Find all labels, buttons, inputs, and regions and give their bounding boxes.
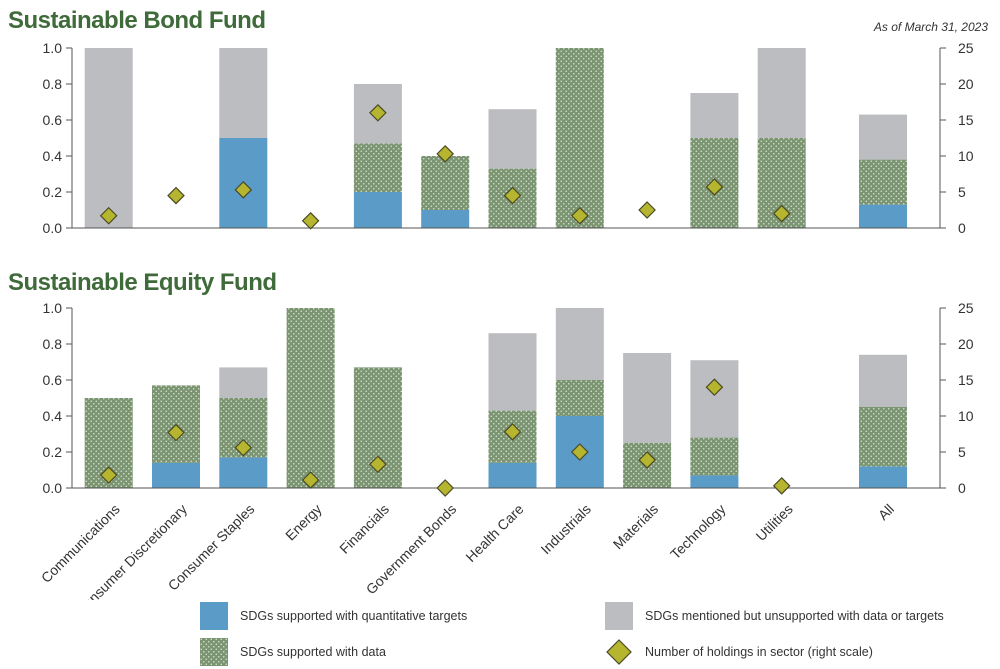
bar-quantitative-health-care <box>488 462 537 488</box>
legend-item-quantitative: SDGs supported with quantitative targets <box>200 602 467 630</box>
y-tick-label-left: 0.0 <box>43 220 63 236</box>
bar-mentioned-technology <box>690 360 739 438</box>
holdings-marker-consumer-staples <box>234 438 253 457</box>
x-tick-label-materials: Materials <box>610 501 661 552</box>
bar-quantitative-all <box>859 466 907 488</box>
bar-mentioned-utilities <box>757 48 806 138</box>
holdings-marker-technology <box>705 178 724 196</box>
y-tick-label-right: 5 <box>958 184 966 200</box>
legend-item-holdings: Number of holdings in sector (right scal… <box>605 638 873 666</box>
bar-quantitative-technology <box>690 475 739 488</box>
y-tick-label-left: 0.4 <box>43 408 63 424</box>
holdings-marker-industrials <box>570 443 589 461</box>
y-tick-label-left: 0.8 <box>43 336 63 352</box>
y-tick-label-left: 0.6 <box>43 372 63 388</box>
holdings-marker-energy <box>301 211 320 230</box>
holdings-marker-consumer-discretionary <box>167 423 185 442</box>
bar-with-data-financials <box>353 143 402 192</box>
holdings-marker-consumer-discretionary <box>167 186 185 205</box>
y-tick-label-right: 15 <box>958 372 974 388</box>
holdings-marker-communications <box>99 206 118 225</box>
legend-label-with-data: SDGs supported with data <box>240 645 386 659</box>
bar-quantitative-government-bonds <box>421 210 470 228</box>
bar-mentioned-industrials <box>555 308 604 380</box>
y-tick-label-left: 0.2 <box>43 444 63 460</box>
y-tick-label-right: 25 <box>958 40 974 56</box>
bar-mentioned-technology <box>690 93 739 138</box>
y-tick-label-right: 20 <box>958 76 974 92</box>
y-tick-label-left: 1.0 <box>43 300 63 316</box>
y-tick-label-left: 0.4 <box>43 148 63 164</box>
panel-title-equity: Sustainable Equity Fund <box>8 269 277 296</box>
bar-mentioned-all <box>859 354 907 407</box>
y-tick-label-left: 0.0 <box>43 480 63 496</box>
panel-title-bond: Sustainable Bond Fund <box>8 7 266 34</box>
y-tick-label-right: 15 <box>958 112 974 128</box>
y-tick-label-right: 10 <box>958 148 974 164</box>
holdings-marker-government-bonds <box>436 479 455 497</box>
bar-mentioned-consumer-staples <box>219 367 268 398</box>
chart-canvas: As of March 31, 2023 Sustainable Bond Fu… <box>8 7 988 600</box>
holdings-marker-materials <box>638 451 656 469</box>
bar-with-data-industrials <box>555 380 604 416</box>
bar-with-data-technology <box>690 437 739 476</box>
bar-quantitative-consumer-staples <box>219 457 268 488</box>
legend-item-mentioned: SDGs mentioned but unsupported with data… <box>605 602 944 630</box>
holdings-marker-consumer-staples <box>234 180 253 199</box>
legend-swatch-with-data <box>200 638 228 666</box>
bar-quantitative-financials <box>353 192 402 228</box>
bar-with-data-all <box>859 407 907 467</box>
y-tick-label-right: 5 <box>958 444 966 460</box>
holdings-marker-industrials <box>570 206 589 225</box>
legend-item-with-data: SDGs supported with data <box>200 638 386 666</box>
holdings-marker-utilities <box>772 204 791 223</box>
y-tick-label-left: 0.6 <box>43 112 63 128</box>
x-tick-label-industrials: Industrials <box>537 501 593 557</box>
bar-quantitative-consumer-discretionary <box>152 462 200 488</box>
y-tick-label-right: 20 <box>958 336 974 352</box>
x-tick-label-energy: Energy <box>282 501 325 544</box>
x-tick-label-utilities: Utilities <box>753 501 796 544</box>
bar-quantitative-all <box>859 204 907 228</box>
holdings-marker-technology <box>705 378 724 397</box>
bar-with-data-government-bonds <box>421 156 470 210</box>
bar-mentioned-materials <box>623 353 672 443</box>
x-tick-label-financials: Financials <box>336 501 392 557</box>
legend-swatch-quantitative <box>200 602 228 630</box>
holdings-marker-communications <box>99 466 118 484</box>
y-tick-label-left: 1.0 <box>43 40 63 56</box>
legend-label-mentioned: SDGs mentioned but unsupported with data… <box>645 609 944 623</box>
diamond-icon <box>606 639 632 665</box>
x-tick-label-technology: Technology <box>667 501 728 562</box>
y-tick-label-right: 0 <box>958 480 966 496</box>
bar-mentioned-consumer-staples <box>219 48 268 138</box>
legend-label-quantitative: SDGs supported with quantitative targets <box>240 609 468 623</box>
y-tick-label-left: 0.8 <box>43 76 63 92</box>
as-of-date: As of March 31, 2023 <box>873 20 988 34</box>
bar-with-data-industrials <box>555 48 604 228</box>
holdings-marker-materials <box>638 201 656 219</box>
bar-with-data-energy <box>286 308 335 488</box>
x-tick-label-health-care: Health Care <box>462 501 526 565</box>
bar-mentioned-all <box>859 114 907 160</box>
holdings-marker-government-bonds <box>436 144 455 163</box>
legend-label-holdings: Number of holdings in sector (right scal… <box>645 645 873 659</box>
holdings-marker-health-care <box>503 422 522 441</box>
bar-with-data-all <box>859 159 907 205</box>
legend-swatch-mentioned <box>605 602 633 630</box>
holdings-marker-energy <box>301 471 320 489</box>
x-tick-label-all: All <box>875 501 897 523</box>
bar-mentioned-health-care <box>488 109 537 169</box>
holdings-marker-financials <box>369 103 387 122</box>
holdings-marker-health-care <box>503 186 522 205</box>
y-tick-label-left: 0.2 <box>43 184 63 200</box>
bar-mentioned-communications <box>84 48 133 228</box>
holdings-marker-utilities <box>772 476 791 495</box>
y-tick-label-right: 25 <box>958 300 974 316</box>
y-tick-label-right: 10 <box>958 408 974 424</box>
holdings-marker-financials <box>369 455 387 474</box>
legend: SDGs supported with quantitative targets… <box>200 600 960 666</box>
bar-mentioned-health-care <box>488 333 537 411</box>
y-tick-label-right: 0 <box>958 220 966 236</box>
